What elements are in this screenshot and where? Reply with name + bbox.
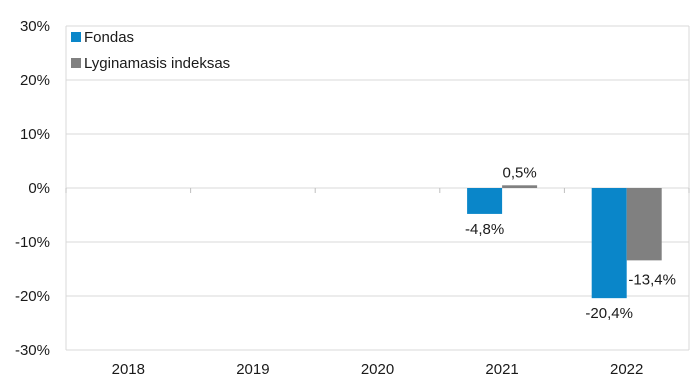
y-tick-label: -10% — [15, 234, 50, 251]
bars — [467, 185, 662, 299]
y-tick-label: 0% — [28, 180, 50, 197]
y-tick-label: 30% — [20, 18, 50, 35]
y-axis-ticks: 30% 20% 10% 0% -10% -20% -30% — [15, 18, 50, 359]
bar-index-2022 — [626, 188, 662, 261]
data-labels: -4,8% 0,5% -20,4% -13,4% — [465, 164, 676, 322]
bar-fondas-2021 — [467, 188, 503, 214]
legend-swatch — [71, 58, 81, 68]
x-tick-label: 2021 — [485, 361, 518, 377]
data-label: -13,4% — [628, 271, 676, 288]
data-label: 0,5% — [502, 164, 536, 181]
data-label: -20,4% — [585, 305, 633, 322]
legend-label: Fondas — [84, 29, 134, 46]
gridlines — [65, 25, 690, 351]
legend: Fondas Lyginamasis indeksas — [71, 29, 230, 72]
data-label: -4,8% — [465, 221, 504, 238]
y-tick-label: -20% — [15, 288, 50, 305]
x-tick-label: 2018 — [112, 361, 145, 377]
bar-fondas-2022 — [591, 188, 627, 299]
x-tick-label: 2020 — [361, 361, 394, 377]
x-tick-label: 2019 — [236, 361, 269, 377]
bar-index-2021 — [502, 185, 538, 188]
y-tick-label: 10% — [20, 126, 50, 143]
y-tick-label: 20% — [20, 72, 50, 89]
x-axis-ticks: 2018 2019 2020 2021 2022 — [112, 361, 644, 377]
legend-label: Lyginamasis indeksas — [84, 55, 230, 72]
y-tick-label: -30% — [15, 342, 50, 359]
legend-swatch — [71, 32, 81, 42]
x-tick-label: 2022 — [610, 361, 643, 377]
